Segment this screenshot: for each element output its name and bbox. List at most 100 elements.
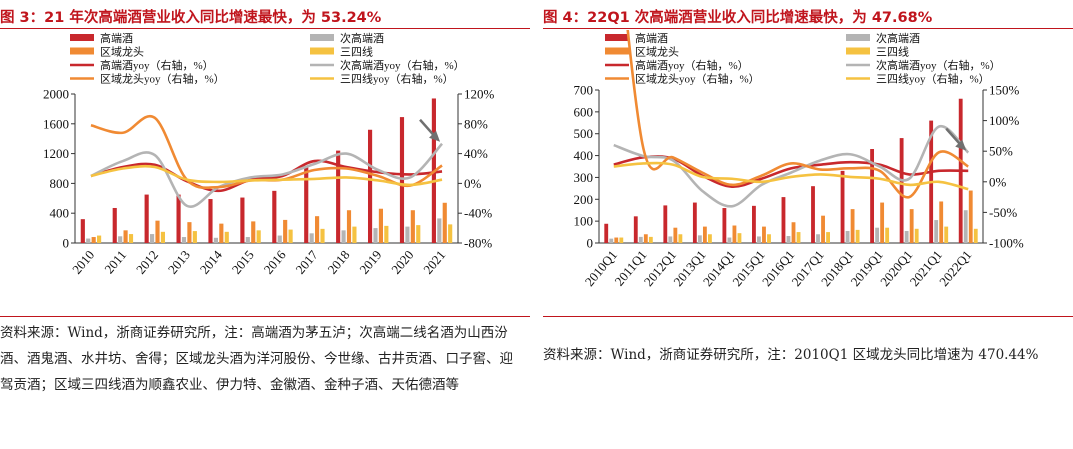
y-tick-label-left: 300: [574, 170, 594, 185]
bar: [256, 230, 261, 243]
bar: [939, 201, 944, 243]
bar: [909, 209, 914, 243]
legend-label: 高端酒yoy（右轴，%）: [635, 58, 749, 72]
legend-label: 区域龙头yoy（右轴，%）: [635, 72, 760, 86]
bar: [187, 222, 192, 243]
bar: [663, 205, 668, 243]
y-tick-label-right: 100%: [989, 113, 1020, 128]
bar: [367, 129, 373, 243]
y-tick-label-left: 400: [50, 206, 70, 221]
legend-label: 三四线yoy（右轴，%）: [340, 72, 454, 86]
bar: [914, 228, 919, 243]
bar: [722, 208, 727, 243]
y-tick-label-right: 40%: [464, 146, 488, 161]
y-tick-label-left: 2000: [43, 87, 69, 102]
bar: [875, 227, 880, 243]
figure-4-title: 图 4：22Q1 次高端酒营业收入同比增速最快，为 47.68%: [543, 10, 933, 26]
x-tick-label: 2018: [324, 247, 352, 277]
y-tick-label-left: 700: [574, 83, 594, 98]
x-tick-label: 2015: [229, 247, 257, 277]
bar: [442, 202, 447, 243]
bar: [707, 234, 712, 243]
legend-label: 三四线: [340, 45, 373, 59]
bar: [826, 232, 830, 243]
bar: [850, 209, 855, 243]
bar: [245, 237, 250, 243]
bar: [405, 226, 410, 243]
y-tick-label-right: -100%: [989, 236, 1024, 251]
legend-label: 次高端酒yoy（右轴，%）: [876, 58, 1001, 72]
figure-4-source: 资料来源：Wind，浙商证券研究所，注：2010Q1 区域龙头同比增速为 470…: [543, 347, 1039, 363]
bar: [633, 216, 638, 243]
bar: [91, 237, 96, 243]
bar: [288, 229, 293, 243]
legend-label: 三四线: [876, 45, 909, 59]
bar: [80, 219, 85, 243]
y-tick-label-right: 120%: [464, 87, 495, 102]
bar: [181, 237, 187, 243]
y-tick-label-left: 500: [574, 126, 594, 141]
y-tick-label-left: 0: [587, 236, 594, 251]
bar: [885, 227, 890, 243]
bar: [410, 210, 415, 243]
legend-swatch: [70, 34, 94, 41]
y-tick-label-right: -50%: [989, 205, 1017, 220]
y-tick-label-left: 1200: [43, 146, 69, 161]
bar: [880, 202, 885, 243]
y-tick-label-left: 0: [63, 236, 70, 251]
legend-swatch: [846, 34, 870, 41]
figure-3: 图 3：21 年次高端酒营业收入同比增速最快，为 53.24% 高端酒 次高端酒区…: [0, 0, 530, 449]
bar: [304, 166, 309, 243]
title-rule: [0, 28, 530, 29]
bar: [944, 226, 949, 243]
bar: [678, 234, 683, 243]
y-tick-label-right: -80%: [464, 236, 492, 251]
bar: [821, 215, 825, 243]
x-tick-label: 2019: [356, 247, 384, 277]
bar: [737, 233, 742, 243]
bar: [373, 228, 378, 243]
title-rule: [543, 28, 1073, 29]
bar: [619, 237, 624, 243]
bar: [208, 199, 213, 243]
y-tick-label-right: 0%: [464, 176, 482, 191]
bar: [648, 236, 653, 243]
bar: [437, 218, 442, 243]
bar: [643, 234, 648, 243]
y-tick-label-right: 50%: [989, 144, 1013, 159]
source-rule: [543, 316, 1073, 317]
bar: [840, 170, 845, 243]
x-tick-label: 2010: [69, 247, 97, 277]
legend-label: 高端酒: [100, 31, 133, 45]
bar: [352, 226, 357, 243]
bar: [240, 197, 245, 243]
bar: [727, 237, 732, 243]
legend-swatch: [846, 47, 870, 55]
bar: [224, 231, 229, 243]
bar: [277, 235, 282, 243]
bar: [796, 232, 801, 243]
bar: [97, 235, 102, 243]
y-tick-label-right: 80%: [464, 116, 488, 131]
bar: [757, 236, 761, 243]
bar: [118, 236, 123, 243]
bar: [870, 149, 875, 243]
bar: [638, 236, 643, 243]
bar: [904, 230, 909, 243]
bar: [336, 150, 341, 243]
y-tick-label-left: 200: [574, 192, 594, 207]
x-tick-label: 2013: [165, 247, 193, 277]
bar: [160, 231, 166, 243]
bar: [176, 194, 181, 243]
legend-label: 区域龙头: [635, 46, 679, 59]
bar: [702, 226, 707, 243]
figure-3-title: 图 3：21 年次高端酒营业收入同比增速最快，为 53.24%: [0, 10, 382, 26]
series-line: [90, 164, 443, 187]
bar: [346, 210, 352, 243]
bar: [934, 220, 939, 243]
legend-swatch: [605, 34, 629, 41]
bar: [668, 236, 673, 243]
bar: [609, 238, 614, 243]
bar: [123, 230, 128, 243]
legend-label: 区域龙头yoy（右轴，%）: [100, 72, 225, 86]
